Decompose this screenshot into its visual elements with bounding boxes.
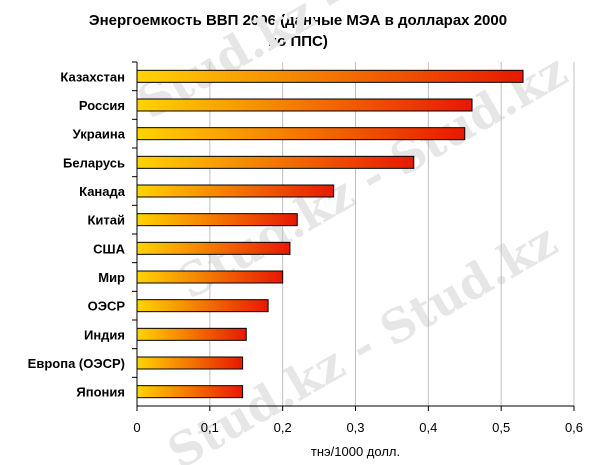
x-tick-label: 0 bbox=[133, 420, 140, 435]
bar bbox=[136, 241, 291, 255]
category-label: Китай bbox=[87, 213, 125, 228]
bar bbox=[136, 98, 473, 112]
bar bbox=[136, 127, 466, 141]
category-label: США bbox=[93, 241, 125, 256]
category-label: Мир bbox=[98, 270, 125, 285]
bar bbox=[136, 270, 284, 284]
chart-title-line-2: по ППС) bbox=[268, 33, 328, 50]
x-tick-label: 0,3 bbox=[346, 420, 364, 435]
bar bbox=[136, 356, 244, 370]
axes bbox=[136, 62, 574, 407]
x-tick-label: 0,2 bbox=[274, 420, 292, 435]
bars-group bbox=[136, 69, 524, 399]
x-tick-label: 0,1 bbox=[201, 420, 219, 435]
x-tick-label: 0,5 bbox=[492, 420, 510, 435]
bar bbox=[136, 213, 298, 227]
category-labels: Казахстан Россия Украина Беларусь Канада Кита… bbox=[28, 61, 137, 400]
bar bbox=[136, 327, 247, 341]
category-label: Россия bbox=[79, 98, 125, 113]
category-label: Европа (ОЭСР) bbox=[28, 356, 125, 371]
x-tick-label: 0,6 bbox=[565, 420, 583, 435]
x-tick-label: 0,4 bbox=[419, 420, 437, 435]
bar bbox=[136, 385, 244, 399]
category-label: Канада bbox=[79, 184, 126, 199]
bar bbox=[136, 155, 415, 169]
grid-lines bbox=[136, 62, 575, 411]
category-label: Беларусь bbox=[63, 155, 125, 170]
category-label: Казахстан bbox=[60, 69, 125, 84]
bar bbox=[136, 299, 269, 313]
category-label: Украина bbox=[73, 127, 126, 142]
category-label: Индия bbox=[84, 327, 125, 342]
chart-title-line-1: Энергоемкость ВВП 2006 (данные МЭА в дол… bbox=[88, 12, 508, 29]
chart-title: Энергоемкость ВВП 2006 (данные МЭА в дол… bbox=[0, 10, 596, 52]
bar bbox=[136, 69, 524, 83]
category-label: Япония bbox=[76, 385, 125, 400]
bar bbox=[136, 184, 335, 198]
x-axis-title: тнэ/1000 долл. bbox=[311, 444, 400, 459]
x-tick-labels: 0 0,1 0,2 0,3 0,4 0,5 0,6 bbox=[133, 420, 583, 435]
category-label: ОЭСР bbox=[88, 299, 126, 314]
